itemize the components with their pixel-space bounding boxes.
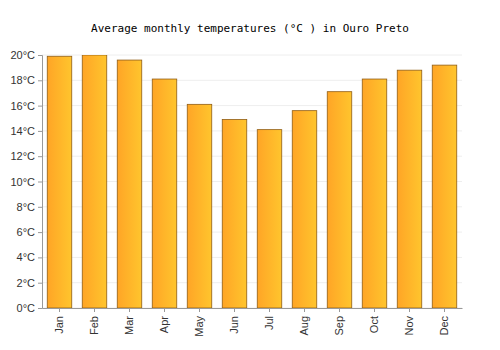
x-tick-label: Aug	[298, 316, 310, 336]
x-tick-label: Dec	[438, 316, 450, 336]
y-tick-mark	[38, 232, 42, 233]
x-axis-line	[43, 308, 463, 309]
y-tick: 18°C	[10, 74, 42, 86]
x-tick-mark	[444, 308, 445, 312]
bar	[47, 56, 72, 308]
x-tick-label: Jun	[228, 316, 240, 334]
x-tick-label: Sep	[333, 316, 345, 336]
y-tick-label: 16°C	[10, 100, 35, 112]
bar	[292, 111, 317, 308]
bars	[47, 55, 457, 308]
x-tick: Jul	[263, 308, 275, 330]
x-tick: Mar	[123, 308, 135, 335]
x-tick: Dec	[438, 308, 450, 336]
y-tick: 4°C	[17, 251, 42, 263]
x-tick-mark	[164, 308, 165, 312]
bar	[397, 70, 422, 308]
y-tick-label: 14°C	[10, 125, 35, 137]
y-tick-mark	[38, 156, 42, 157]
x-tick: May	[193, 308, 205, 337]
y-tick-mark	[38, 257, 42, 258]
x-tick-label: Feb	[88, 316, 100, 335]
plot: 0°C 2°C 4°C 6°C 8°C 10°C 12°C 14°C 16°C 18°C 20°C J…	[10, 49, 462, 337]
x-tick-mark	[409, 308, 410, 312]
y-axis-line	[38, 56, 43, 309]
y-tick: 10°C	[10, 176, 42, 188]
x-tick-label: Nov	[403, 316, 415, 336]
bar	[222, 120, 247, 308]
y-tick-label: 10°C	[10, 176, 35, 188]
x-tick: Jun	[228, 308, 240, 334]
y-tick-label: 4°C	[17, 251, 36, 263]
x-tick-mark	[129, 308, 130, 312]
x-tick: Jan	[53, 308, 65, 334]
y-tick-mark	[38, 131, 42, 132]
y-tick: 16°C	[10, 100, 42, 112]
x-tick-mark	[374, 308, 375, 312]
x-tick-mark	[339, 308, 340, 312]
x-tick-mark	[199, 308, 200, 312]
y-tick-label: 12°C	[10, 150, 35, 162]
title: Average monthly temperatures (°C ) in Ou…	[91, 22, 409, 35]
x-tick-mark	[269, 308, 270, 312]
y-tick: 2°C	[17, 277, 42, 289]
y-tick-label: 2°C	[17, 277, 36, 289]
y-tick-mark	[38, 80, 42, 81]
bar	[327, 92, 352, 308]
x-tick: Apr	[158, 308, 170, 333]
x-axis: Jan Feb Mar Apr May Jun Jul Aug Sep Oct Nov Dec	[43, 308, 463, 337]
y-tick-label: 6°C	[17, 226, 36, 238]
y-tick: 6°C	[17, 226, 42, 238]
grid	[42, 55, 462, 308]
x-tick-label: May	[193, 316, 205, 337]
y-tick-mark	[38, 283, 42, 284]
x-tick: Aug	[298, 308, 310, 336]
x-tick-label: Mar	[123, 316, 135, 335]
bar	[152, 79, 177, 308]
x-tick: Sep	[333, 308, 345, 336]
x-tick-label: Apr	[158, 316, 170, 333]
x-tick-label: Jan	[53, 316, 65, 334]
y-axis: 0°C 2°C 4°C 6°C 8°C 10°C 12°C 14°C 16°C 18°C 20°C	[10, 49, 42, 314]
x-tick: Nov	[403, 308, 415, 336]
y-tick: 14°C	[10, 125, 42, 137]
y-tick-label: 8°C	[17, 201, 36, 213]
y-tick-mark	[38, 106, 42, 107]
x-tick-mark	[94, 308, 95, 312]
x-tick-mark	[59, 308, 60, 312]
bar	[117, 60, 142, 308]
bar	[362, 79, 387, 308]
y-tick-label: 20°C	[10, 49, 35, 61]
x-tick-mark	[304, 308, 305, 312]
bar	[257, 130, 282, 308]
y-tick-mark	[38, 182, 42, 183]
y-tick-mark	[38, 308, 42, 309]
y-tick-mark	[38, 55, 42, 56]
bar	[82, 55, 107, 308]
bar	[432, 65, 457, 308]
chart: 0°C 2°C 4°C 6°C 8°C 10°C 12°C 14°C 16°C 18°C 20°C J…	[0, 0, 500, 350]
x-tick: Oct	[368, 308, 380, 333]
x-tick-label: Jul	[263, 316, 275, 330]
bar	[187, 104, 212, 308]
y-tick: 20°C	[10, 49, 42, 61]
y-tick-label: 0°C	[17, 302, 36, 314]
y-tick: 12°C	[10, 150, 42, 162]
y-tick-label: 18°C	[10, 74, 35, 86]
x-tick: Feb	[88, 308, 100, 335]
y-tick: 8°C	[17, 201, 42, 213]
x-tick-label: Oct	[368, 316, 380, 333]
x-tick-mark	[234, 308, 235, 312]
y-tick-mark	[38, 207, 42, 208]
y-tick: 0°C	[17, 302, 42, 314]
